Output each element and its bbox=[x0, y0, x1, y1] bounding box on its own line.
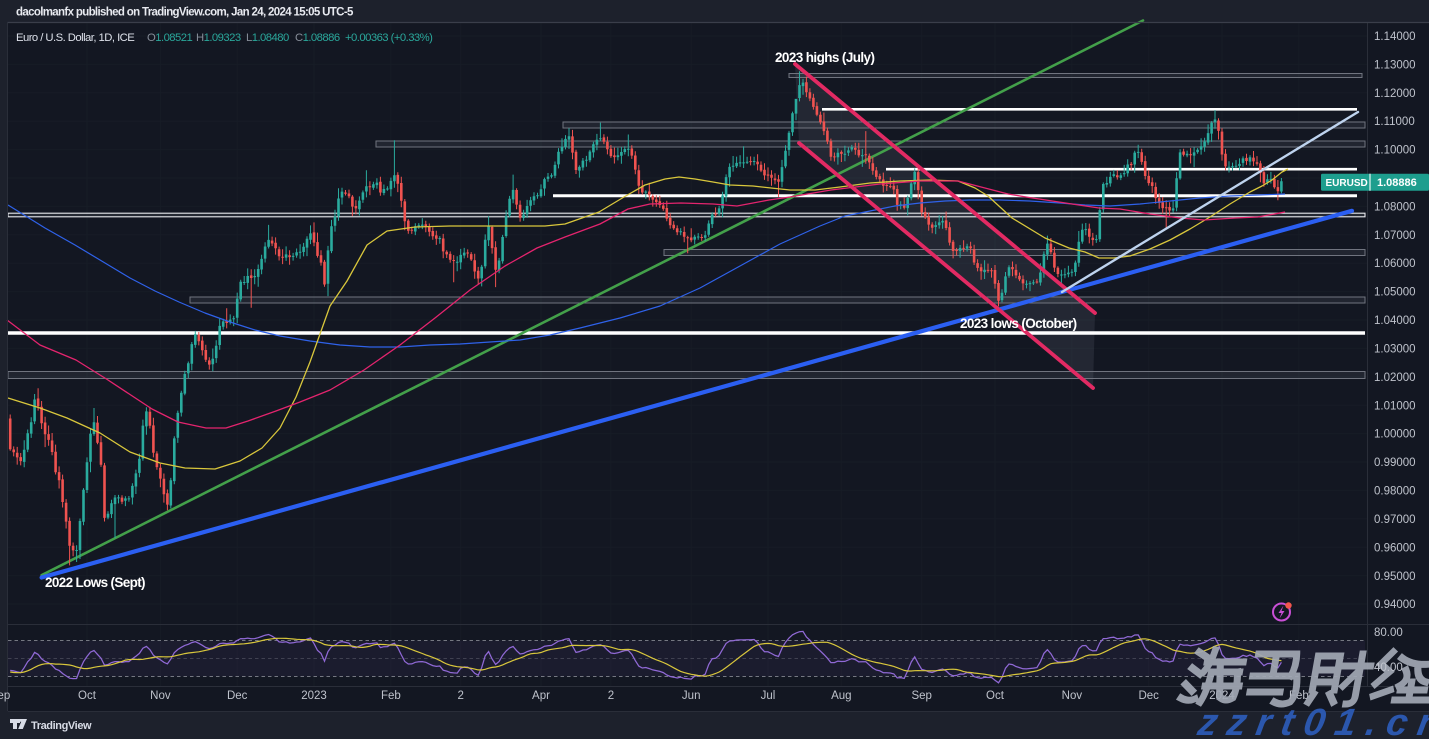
svg-text:80.00: 80.00 bbox=[1374, 627, 1403, 639]
svg-text:Jun: Jun bbox=[682, 690, 701, 702]
svg-text:dacolmanfx published on Tradin: dacolmanfx published on TradingView.com,… bbox=[16, 7, 354, 19]
svg-text:2022 Lows (Sept): 2022 Lows (Sept) bbox=[45, 575, 145, 590]
svg-text:2023: 2023 bbox=[301, 690, 327, 702]
svg-text:1.12000: 1.12000 bbox=[1374, 88, 1416, 100]
svg-text:1.07000: 1.07000 bbox=[1374, 230, 1416, 242]
svg-text:0.95000: 0.95000 bbox=[1374, 571, 1416, 583]
svg-text:Nov: Nov bbox=[1062, 690, 1083, 702]
svg-text:1.02000: 1.02000 bbox=[1374, 372, 1416, 384]
svg-text:Aug: Aug bbox=[831, 690, 851, 702]
svg-text:+0.00363 (+0.33%): +0.00363 (+0.33%) bbox=[345, 32, 433, 44]
svg-text:1.08886: 1.08886 bbox=[1377, 177, 1417, 189]
svg-text:1.05000: 1.05000 bbox=[1374, 287, 1416, 299]
svg-text:Euro / U.S. Dollar, 1D, ICE: Euro / U.S. Dollar, 1D, ICE bbox=[16, 32, 135, 44]
svg-text:40.00: 40.00 bbox=[1374, 662, 1403, 674]
svg-text:1.03000: 1.03000 bbox=[1374, 344, 1416, 356]
svg-text:C1.08886: C1.08886 bbox=[295, 32, 340, 44]
svg-text:Oct: Oct bbox=[986, 690, 1005, 702]
svg-text:1.10000: 1.10000 bbox=[1374, 145, 1416, 157]
svg-text:Dec: Dec bbox=[227, 690, 248, 702]
svg-text:EURUSD: EURUSD bbox=[1326, 178, 1368, 189]
svg-text:Oct: Oct bbox=[78, 690, 97, 702]
svg-text:2023 lows (October): 2023 lows (October) bbox=[960, 316, 1077, 331]
svg-text:1.04000: 1.04000 bbox=[1374, 315, 1416, 327]
svg-text:Dec: Dec bbox=[1138, 690, 1159, 702]
svg-text:1.00000: 1.00000 bbox=[1374, 429, 1416, 441]
svg-text:Jul: Jul bbox=[761, 690, 776, 702]
svg-text:Feb: Feb bbox=[381, 690, 401, 702]
svg-text:0.94000: 0.94000 bbox=[1374, 599, 1416, 611]
svg-text:2023 highs (July): 2023 highs (July) bbox=[775, 50, 874, 65]
svg-text:Sep: Sep bbox=[911, 690, 931, 702]
svg-text:H1.09323: H1.09323 bbox=[196, 32, 241, 44]
svg-text:1.13000: 1.13000 bbox=[1374, 59, 1416, 71]
svg-text:1.01000: 1.01000 bbox=[1374, 400, 1416, 412]
svg-text:TradingView: TradingView bbox=[31, 720, 92, 732]
svg-text:1.06000: 1.06000 bbox=[1374, 258, 1416, 270]
svg-text:Nov: Nov bbox=[150, 690, 171, 702]
svg-text:Apr: Apr bbox=[532, 690, 550, 702]
svg-text:1.14000: 1.14000 bbox=[1374, 31, 1416, 43]
svg-text:2: 2 bbox=[608, 690, 614, 702]
svg-text:O1.08521: O1.08521 bbox=[147, 32, 193, 44]
svg-text:2: 2 bbox=[457, 690, 463, 702]
svg-text:L1.08480: L1.08480 bbox=[246, 32, 289, 44]
svg-text:0.96000: 0.96000 bbox=[1374, 542, 1416, 554]
svg-text:0.99000: 0.99000 bbox=[1374, 457, 1416, 469]
svg-text:Sep: Sep bbox=[0, 690, 10, 702]
svg-text:1.08000: 1.08000 bbox=[1374, 201, 1416, 213]
svg-text:0.98000: 0.98000 bbox=[1374, 486, 1416, 498]
svg-text:0.97000: 0.97000 bbox=[1374, 514, 1416, 526]
svg-text:zzrt01.cn: zzrt01.cn bbox=[1194, 701, 1429, 739]
svg-text:1.11000: 1.11000 bbox=[1374, 116, 1415, 128]
